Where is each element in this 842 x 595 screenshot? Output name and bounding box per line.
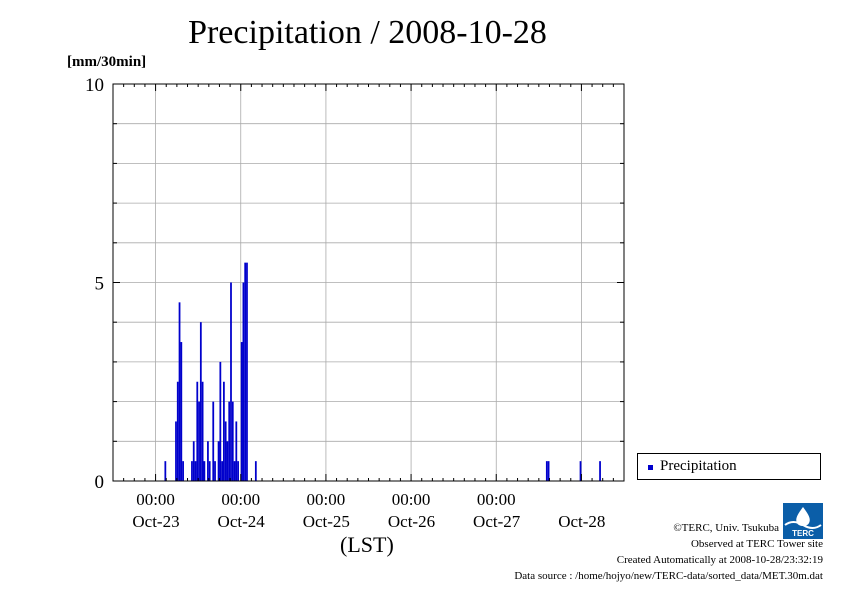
y-unit-label: [mm/30min]: [67, 54, 147, 70]
precipitation-bar: [217, 441, 220, 481]
legend: Precipitation: [637, 453, 821, 480]
precipitation-bar: [201, 381, 204, 481]
precipitation-bar: [176, 381, 179, 481]
precipitation-bar: [246, 262, 248, 481]
precipitation-bar: [233, 461, 236, 481]
y-tick-label: 0: [95, 472, 105, 493]
precipitation-bar: [579, 461, 582, 481]
precipitation-bar: [208, 461, 211, 481]
precipitation-bar: [207, 441, 209, 481]
x-tick-time-label: 00:00: [477, 490, 516, 509]
precipitation-bar: [223, 381, 225, 481]
data-bars: [164, 262, 601, 481]
precipitation-bar: [224, 421, 227, 481]
x-tick-time-label: 00:00: [307, 490, 346, 509]
precipitation-bar: [191, 461, 193, 481]
precipitation-bar: [228, 401, 231, 481]
logo-text: TERC: [792, 529, 814, 538]
x-tick-labels: 00:00 00:00 00:00 00:00 00:00 Oct-23 Oct-24 Oct…: [132, 490, 605, 531]
x-tick-date-label: Oct-23: [132, 512, 179, 531]
credits: ©TERC, Univ. Tsukuba Observed at TERC To…: [514, 520, 823, 584]
precipitation-bar: [175, 421, 177, 481]
x-tick-time-label: 00:00: [392, 490, 431, 509]
precipitation-bar: [231, 401, 234, 481]
precipitation-bar: [178, 302, 181, 481]
y-tick-label: 5: [95, 274, 105, 295]
precipitation-bar: [212, 401, 215, 481]
precipitation-bar: [235, 421, 238, 481]
precipitation-bar: [221, 461, 224, 481]
chart-title: Precipitation / 2008-10-28: [188, 14, 547, 51]
precipitation-bar: [230, 282, 232, 481]
precipitation-bar: [194, 461, 197, 481]
x-tick-time-label: 00:00: [221, 490, 260, 509]
credit-source: Data source : /home/hojyo/new/TERC-data/…: [514, 570, 823, 582]
x-tick-date-label: Oct-25: [303, 512, 350, 531]
precipitation-bar: [244, 262, 247, 481]
axis-ticks: [112, 83, 625, 482]
precipitation-bar: [547, 461, 550, 481]
credit-copyright: ©TERC, Univ. Tsukuba: [673, 522, 779, 534]
precipitation-bar: [242, 282, 245, 481]
precipitation-bar: [192, 441, 195, 481]
precipitation-bar: [219, 361, 222, 481]
precipitation-bar: [237, 461, 239, 481]
grid-lines: [113, 84, 624, 481]
precipitation-bar: [198, 401, 200, 481]
legend-label: Precipitation: [660, 458, 737, 474]
credit-site: Observed at TERC Tower site: [690, 538, 823, 550]
y-tick-labels: 0 5 10: [85, 75, 104, 493]
x-tick-date-label: Oct-26: [388, 512, 435, 531]
x-tick-date-label: Oct-28: [558, 512, 605, 531]
precipitation-bar: [199, 322, 202, 481]
y-tick-label: 10: [85, 75, 104, 96]
precipitation-bar: [180, 342, 183, 481]
precipitation-bar: [196, 381, 199, 481]
credit-created: Created Automatically at 2008-10-28/23:3…: [616, 554, 823, 566]
precipitation-bar: [254, 461, 257, 481]
x-tick-time-label: 00:00: [136, 490, 175, 509]
precipitation-bar: [240, 342, 243, 481]
precipitation-bar: [203, 461, 206, 481]
precipitation-bar: [599, 461, 601, 481]
precipitation-bar: [182, 461, 184, 481]
x-tick-date-label: Oct-27: [473, 512, 521, 531]
precipitation-bar: [164, 461, 167, 481]
x-axis-label: (LST): [340, 532, 394, 557]
precipitation-bar: [226, 441, 229, 481]
terc-logo: TERC: [783, 503, 823, 539]
precipitation-bar: [545, 461, 548, 481]
precipitation-bar: [214, 461, 216, 481]
legend-swatch: [648, 465, 653, 470]
x-tick-date-label: Oct-24: [218, 512, 266, 531]
